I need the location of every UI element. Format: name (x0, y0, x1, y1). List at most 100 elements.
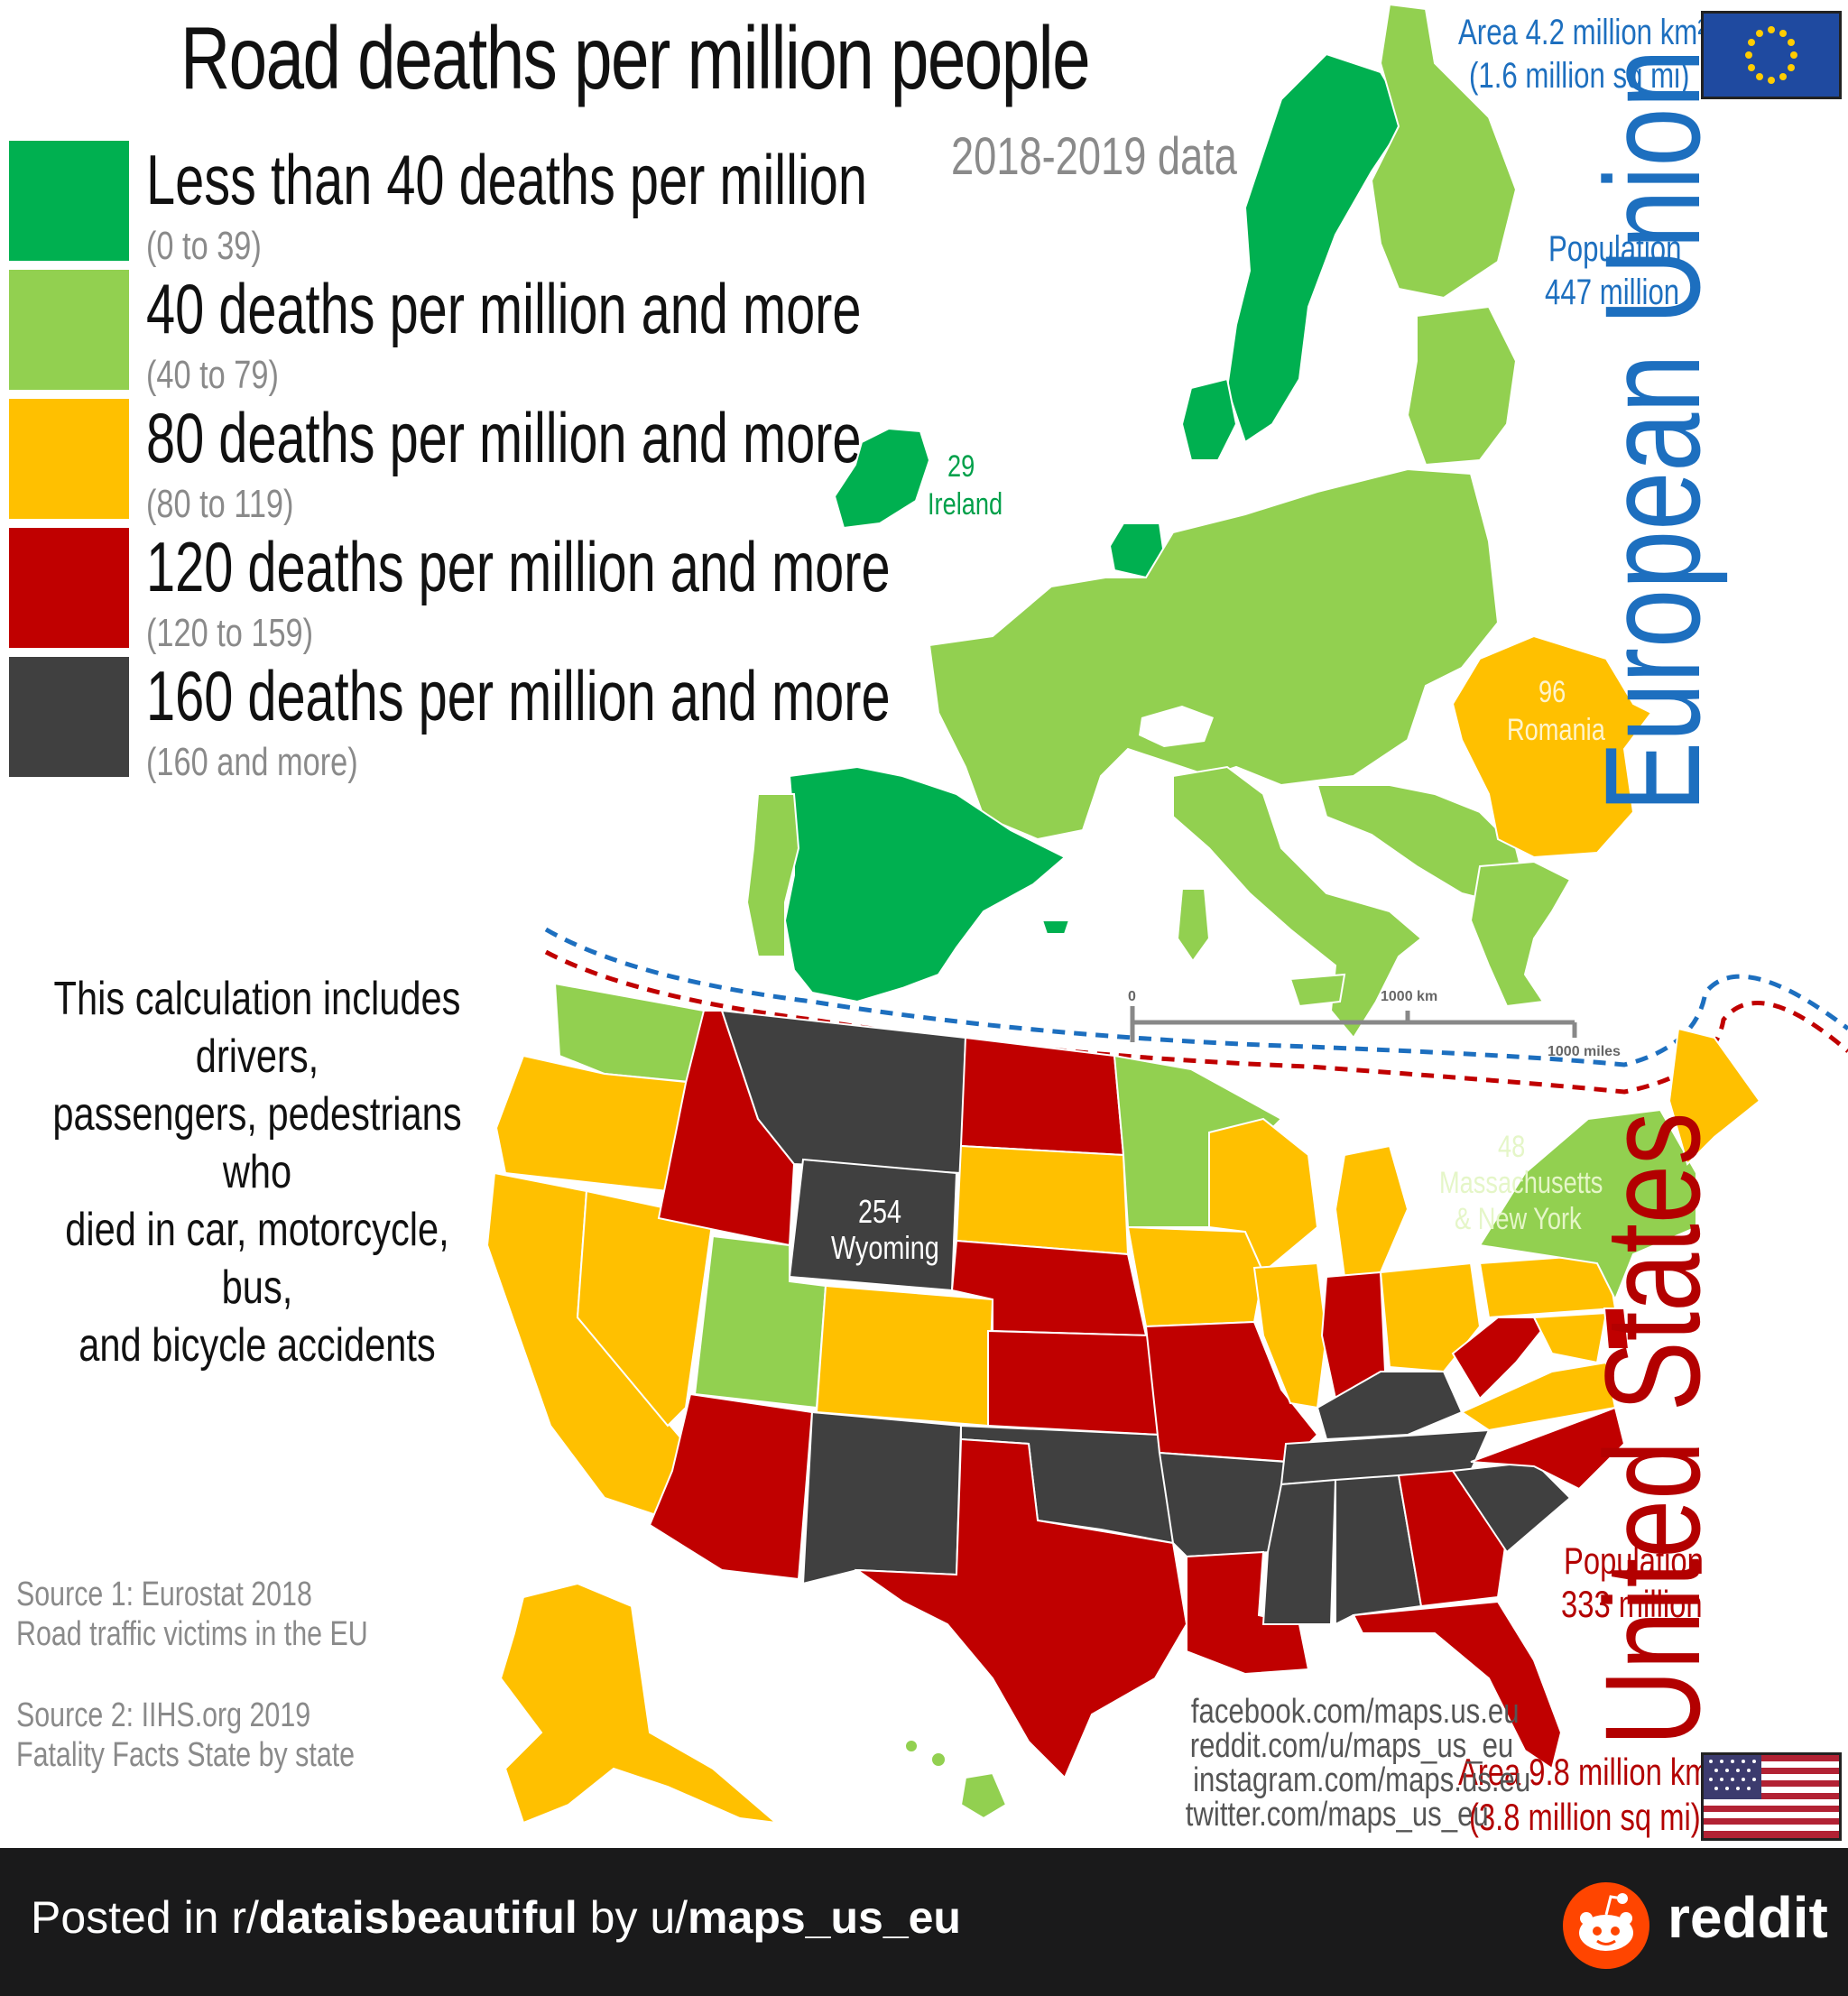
hawaii-island (930, 1751, 947, 1768)
ireland-region (833, 427, 931, 530)
map-title: Road deaths per million people (180, 8, 1091, 107)
legend-swatch (9, 399, 129, 519)
legend-swatch (9, 528, 129, 648)
legend-item-green: Less than 40 deaths per million (0 to 39… (9, 140, 1002, 268)
iowa-region (1126, 1225, 1265, 1328)
west-virginia-region (1451, 1317, 1555, 1400)
ireland-value: 29 (947, 449, 975, 484)
social-text: facebook.com/maps.us.eu (1190, 1693, 1520, 1731)
sicily-region (1289, 973, 1346, 1008)
posted-by-prefix: by u/ (577, 1892, 688, 1943)
us-flag-icon (1701, 1752, 1842, 1841)
legend-range: (160 and more) (146, 740, 358, 784)
maine-region (1668, 1027, 1761, 1166)
scale-miles-label: 1000 miles (1548, 1044, 1621, 1059)
scale-zero-label: 0 (1128, 989, 1136, 1004)
social-reddit: reddit.com/u/maps_us_eu (1119, 1727, 1514, 1766)
us-area-sq-mi: (3.8 million sq mi) (1469, 1796, 1701, 1838)
michigan-region (1334, 1144, 1409, 1279)
texas-region (854, 1437, 1188, 1779)
greece-region (1469, 860, 1572, 1008)
legend-swatch (9, 141, 129, 261)
social-text: instagram.com/maps.us.eu (1193, 1761, 1531, 1799)
note-line: died in car, motorcycle, bus, (65, 1204, 449, 1314)
eu-population: 447 million (1545, 273, 1680, 312)
us-label: United States (1576, 1112, 1728, 1746)
baltics-region (1406, 305, 1518, 467)
reddit-logo-icon[interactable] (1561, 1880, 1651, 1971)
sweden-region (1225, 52, 1409, 444)
kansas-region (987, 1329, 1161, 1437)
arkansas-region (1158, 1451, 1288, 1558)
alaska-region (499, 1582, 780, 1825)
hawaii-region (959, 1771, 1008, 1820)
spain-region (783, 765, 1067, 1003)
eu-area-sq-mi: (1.6 million sq mi) (1469, 56, 1690, 96)
ma-ny-name-line1: Massachusetts (1439, 1166, 1603, 1200)
reddit-wordmark[interactable]: reddit (1668, 1885, 1828, 1950)
sardinia-region (1176, 888, 1211, 963)
note-line: and bicycle accidents (79, 1319, 436, 1372)
south-dakota-region (955, 1144, 1130, 1256)
legend-swatch (9, 657, 129, 777)
legend-label: Less than 40 deaths per million (146, 140, 867, 219)
mississippi-region (1261, 1478, 1337, 1625)
source1-desc: Road traffic victims in the EU (16, 1615, 368, 1653)
ma-ny-name-line2: & New York (1455, 1202, 1582, 1236)
delaware-region (1603, 1308, 1631, 1350)
legend-item-lightgreen: 40 deaths per million and more (40 to 79… (9, 269, 1002, 397)
us-population-label: Population (1564, 1539, 1704, 1582)
social-facebook: facebook.com/maps.us.eu (1119, 1693, 1520, 1732)
user-link[interactable]: maps_us_eu (688, 1892, 961, 1943)
louisiana-region (1186, 1550, 1310, 1676)
note-line: This calculation includes drivers, (53, 973, 461, 1083)
map-subtitle: 2018-2019 data (951, 127, 1237, 186)
separator-red (544, 949, 1848, 1095)
portugal-region (745, 793, 800, 957)
scale-bar (1130, 1006, 1577, 1042)
legend-range: (80 to 119) (146, 482, 294, 526)
us-population: 333 million (1561, 1583, 1703, 1625)
finland-region (1370, 3, 1518, 300)
new-mexico-region (801, 1410, 963, 1585)
eu-map (745, 3, 1653, 1040)
balearic-region (1040, 919, 1071, 935)
legend-label: 160 deaths per million and more (146, 656, 891, 735)
ireland-name: Ireland (928, 487, 1003, 522)
subreddit-link[interactable]: dataisbeautiful (258, 1892, 578, 1943)
legend-label: 40 deaths per million and more (146, 269, 862, 348)
new-york-region (1478, 1108, 1697, 1302)
us-map (485, 982, 1761, 1825)
hawaii-island (904, 1739, 919, 1753)
arizona-region (648, 1392, 814, 1581)
separator-blue (544, 927, 1848, 1067)
social-twitter: twitter.com/maps_us_eu (1119, 1796, 1489, 1834)
legend-range: (120 to 159) (146, 611, 314, 655)
eu-population-label: Population (1548, 229, 1682, 269)
social-text: twitter.com/maps_us_eu (1185, 1796, 1489, 1834)
scale-km-label: 1000 km (1381, 989, 1438, 1004)
us-area: Area 9.8 million km² (1458, 1751, 1720, 1793)
legend-label: 120 deaths per million and more (146, 527, 891, 606)
florida-region (1352, 1600, 1563, 1770)
legend-label: 80 deaths per million and more (146, 398, 862, 477)
italy-region (1172, 765, 1423, 1040)
romania-value: 96 (1538, 675, 1566, 709)
posted-in-prefix: Posted in r/ (31, 1892, 259, 1943)
north-dakota-region (959, 1036, 1125, 1157)
legend-item-yellow: 80 deaths per million and more (80 to 11… (9, 398, 1002, 526)
denmark-region (1180, 377, 1238, 461)
source2-title: Source 2: IIHS.org 2019 (16, 1696, 311, 1734)
eu-label: European Union (1576, 49, 1728, 812)
wisconsin-region (1208, 1117, 1319, 1274)
choropleth-map (485, 3, 1848, 1825)
central-eu-region (928, 467, 1500, 841)
eu-flag-icon (1701, 11, 1842, 99)
reddit-footer: Posted in r/dataisbeautiful by u/maps_us… (0, 1848, 1848, 1996)
wyoming-value: 254 (858, 1193, 902, 1230)
ma-ny-value: 48 (1498, 1130, 1526, 1164)
switzerland-gap (1139, 706, 1214, 747)
social-text: reddit.com/u/maps_us_eu (1189, 1727, 1514, 1765)
legend-range: (0 to 39) (146, 224, 262, 268)
romania-name: Romania (1507, 713, 1605, 747)
